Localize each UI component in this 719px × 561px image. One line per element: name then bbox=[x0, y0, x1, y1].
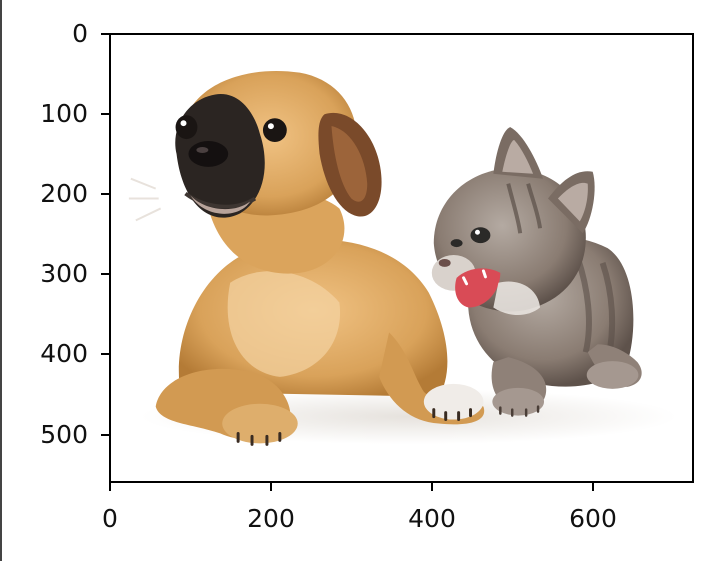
puppy-left-eye bbox=[175, 115, 198, 140]
kitten bbox=[431, 127, 642, 417]
puppy-right-paw bbox=[423, 383, 484, 420]
y-tick-mark bbox=[101, 273, 109, 275]
kitten-right-eye bbox=[470, 227, 491, 244]
y-tick-mark bbox=[101, 193, 109, 195]
y-tick-mark bbox=[101, 434, 109, 436]
y-tick-mark bbox=[101, 33, 109, 35]
y-tick-label-0: 0 bbox=[72, 19, 88, 48]
x-tick-mark bbox=[431, 483, 433, 491]
kitten-back-paw bbox=[586, 361, 639, 389]
puppy-left-paw bbox=[222, 403, 298, 444]
y-tick-label-200: 200 bbox=[40, 179, 88, 208]
y-tick-label-400: 400 bbox=[40, 339, 88, 368]
photo-image bbox=[128, 70, 678, 446]
x-tick-mark bbox=[109, 483, 111, 491]
y-tick-label-100: 100 bbox=[40, 99, 88, 128]
y-tick-mark bbox=[101, 113, 109, 115]
x-tick-mark bbox=[270, 483, 272, 491]
x-tick-label-200: 200 bbox=[247, 504, 295, 533]
puppy-chest bbox=[227, 271, 341, 377]
kitten-mouth bbox=[455, 268, 501, 308]
puppy-nose bbox=[188, 141, 229, 167]
x-tick-label-600: 600 bbox=[569, 504, 617, 533]
y-tick-mark bbox=[101, 353, 109, 355]
x-tick-label-400: 400 bbox=[408, 504, 456, 533]
left-border-line bbox=[0, 0, 2, 561]
kitten-left-eye bbox=[450, 239, 463, 248]
y-tick-label-500: 500 bbox=[40, 420, 88, 449]
puppy bbox=[128, 70, 485, 446]
y-tick-label-300: 300 bbox=[40, 259, 88, 288]
kitten-front-paw bbox=[492, 387, 545, 416]
puppy-right-eye bbox=[262, 118, 287, 143]
x-tick-mark bbox=[592, 483, 594, 491]
plot-axes-frame bbox=[109, 33, 694, 483]
x-tick-label-0: 0 bbox=[102, 504, 118, 533]
